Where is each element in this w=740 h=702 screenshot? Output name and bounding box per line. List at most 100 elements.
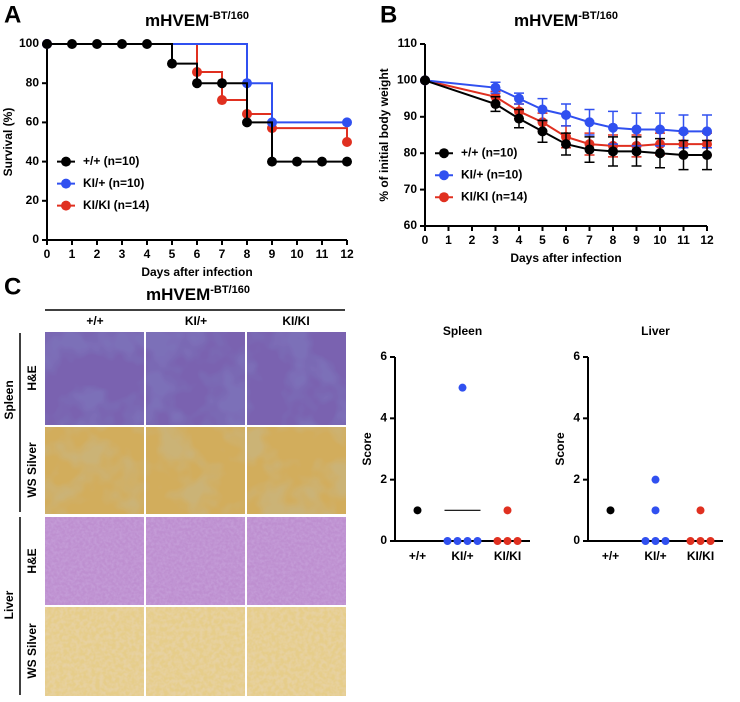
point [503,537,512,545]
micrograph [45,517,144,605]
legend-marker [61,178,71,189]
point [514,113,524,124]
micrograph [146,607,245,696]
point [490,99,501,110]
point [493,537,502,545]
micrograph [146,427,245,514]
title-superscript: -BT/160 [578,10,618,22]
y-tick-label: 100 [19,36,39,50]
legend-label: KI/+ (n=10) [461,167,522,181]
y-tick-label: 6 [380,349,387,363]
point [696,537,705,545]
point [443,537,452,545]
x-tick-label: 6 [194,247,201,261]
y-tick-label: 100 [397,73,417,87]
x-tick-label: KI/+ [451,549,473,563]
y-tick-label: 60 [26,115,40,129]
tissue-label: Spleen [2,380,16,419]
point [655,148,665,159]
y-tick-label: 4 [573,411,580,425]
y-tick-label: 20 [26,193,40,207]
panel-label: A [4,1,21,28]
y-axis-label: Survival (%) [1,108,15,177]
point [67,39,77,49]
point [651,475,660,484]
x-tick-label: 11 [677,233,690,247]
y-axis-label: Score [360,432,374,466]
point [696,506,705,515]
legend-label: KI/KI (n=14) [461,189,527,203]
stain-label: H&E [25,548,39,573]
y-tick-label: 2 [380,472,387,486]
x-tick-label: 8 [610,233,617,247]
point [561,139,571,150]
chart-title: Liver [641,324,670,338]
x-tick-label: 7 [586,233,593,247]
micrograph [247,332,346,425]
legend-marker [439,170,449,181]
point [142,39,152,49]
micrograph [247,517,346,605]
point [342,137,352,147]
micrograph [247,607,346,696]
x-tick-label: 3 [492,233,499,247]
x-tick-label: 1 [445,233,452,247]
micrograph [146,517,245,605]
point [453,537,462,545]
x-tick-label: 4 [144,247,151,261]
point [192,78,202,89]
legend-marker [61,200,71,211]
survival-line [47,43,347,124]
x-tick-label: 4 [516,233,523,247]
column-header: +/+ [86,314,103,328]
x-tick-label: 9 [269,247,276,261]
y-tick-label: 80 [404,145,418,159]
point [503,506,512,515]
point [267,156,277,167]
micrograph [146,332,245,425]
x-tick-label: 5 [169,247,176,261]
point [706,537,715,545]
x-tick-label: 1 [69,247,76,261]
x-tick-label: 12 [700,233,714,247]
point [584,144,595,155]
legend-marker [439,148,449,159]
micrograph [247,427,346,514]
point [608,146,618,157]
tissue-label: Liver [2,590,16,619]
x-tick-label: KI/+ [644,549,666,563]
point [490,82,501,93]
y-tick-label: 0 [573,533,580,547]
x-tick-label: 0 [422,233,429,247]
point [655,124,665,135]
point [651,506,660,515]
point [661,537,670,545]
panel-label: B [380,1,397,28]
point [631,146,642,157]
point [584,117,595,128]
y-tick-label: 110 [398,36,418,50]
x-tick-label: 12 [340,247,354,261]
point [514,93,524,104]
x-tick-label: 11 [316,247,329,261]
x-tick-label: 10 [653,233,667,247]
x-tick-label: +/+ [409,549,426,563]
point [606,506,615,515]
point [413,506,422,515]
x-tick-label: 2 [469,233,476,247]
y-tick-label: 70 [404,182,418,196]
x-tick-label: 5 [539,233,546,247]
point [463,537,472,545]
stain-label: H&E [25,365,39,390]
y-tick-label: 2 [573,472,580,486]
point [217,78,227,89]
histology-title: mHVEM-BT/160 [146,284,250,305]
y-tick-label: 60 [404,218,418,232]
x-tick-label: 9 [633,233,640,247]
micrograph [45,332,144,425]
legend-label: +/+ (n=10) [461,145,517,159]
x-axis-label: Days after infection [510,251,621,265]
y-tick-label: 0 [32,232,39,246]
point [608,122,618,133]
